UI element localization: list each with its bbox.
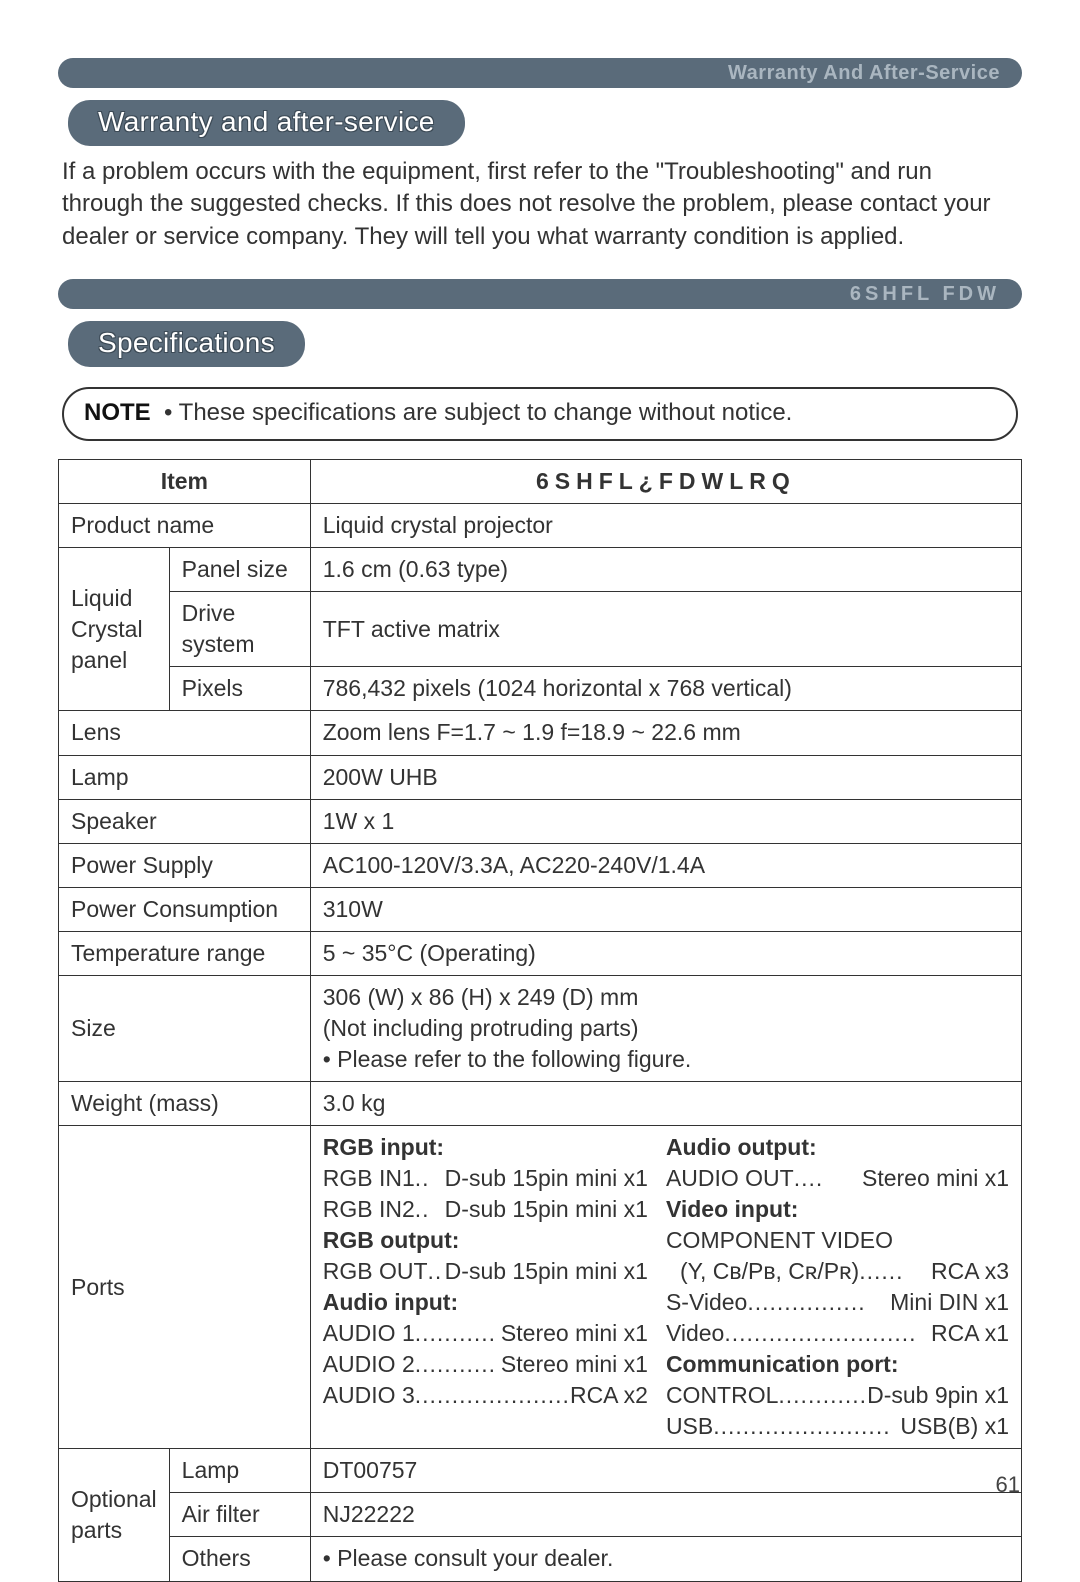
cell-value-ports: RGB input: RGB IN1..D-sub 15pin mini x1 … [310, 1125, 1021, 1448]
port-line: S-Video ................Mini DIN x1 [666, 1287, 1009, 1318]
section-banner-specs: 6SHFL FDW [58, 279, 1022, 309]
ports-heading: Video input: [666, 1194, 1009, 1225]
ports-heading: Audio output: [666, 1132, 1009, 1163]
cell-label: Weight (mass) [59, 1081, 311, 1125]
size-line1: 306 (W) x 86 (H) x 249 (D) mm [323, 984, 639, 1010]
cell-value: 3.0 kg [310, 1081, 1021, 1125]
port-line: AUDIO 2...........Stereo mini x1 [323, 1349, 648, 1380]
ports-heading: Audio input: [323, 1287, 648, 1318]
port-line: COMPONENT VIDEO [666, 1225, 1009, 1256]
banner-text: Warranty And After-Service [728, 62, 1000, 85]
port-line: CONTROL............D-sub 9pin x1 [666, 1380, 1009, 1411]
cell-value: 786,432 pixels (1024 horizontal x 768 ve… [310, 667, 1021, 711]
cell-label: Power Consumption [59, 887, 311, 931]
heading-warranty: Warranty and after-service [68, 100, 465, 146]
size-line3: • Please refer to the following figure. [323, 1046, 692, 1072]
cell-group-label: Liquid Crystal panel [59, 548, 170, 711]
ports-heading: RGB output: [323, 1225, 648, 1256]
warranty-paragraph: If a problem occurs with the equipment, … [62, 156, 1018, 253]
table-row: Liquid Crystal panel Panel size 1.6 cm (… [59, 548, 1022, 592]
table-row: Speaker 1W x 1 [59, 799, 1022, 843]
specs-table: Item 6SHFL¿FDWLRQ Product name Liquid cr… [58, 459, 1022, 1581]
cell-label: Others [169, 1537, 310, 1581]
port-line: AUDIO 3.....................RCA x2 [323, 1380, 648, 1411]
port-line: AUDIO OUT ....Stereo mini x1 [666, 1163, 1009, 1194]
size-line2: (Not including protruding parts) [323, 1015, 639, 1041]
ports-heading: Communication port: [666, 1349, 1009, 1380]
note-bullet: • [164, 399, 172, 426]
cell-value: 1W x 1 [310, 799, 1021, 843]
port-line: (Y, Cʙ/Pʙ, Cʀ/Pʀ)......RCA x3 [666, 1256, 1009, 1287]
cell-label: Lamp [169, 1449, 310, 1493]
table-row: Weight (mass) 3.0 kg [59, 1081, 1022, 1125]
note-box: NOTE • These specifications are subject … [62, 387, 1018, 441]
heading-wrap-specs: Specifications [68, 321, 1022, 367]
port-line: USB........................USB(B) x1 [666, 1411, 1009, 1442]
cell-label: Drive system [169, 592, 310, 667]
cell-label: Temperature range [59, 931, 311, 975]
table-row: Drive system TFT active matrix [59, 592, 1022, 667]
cell-label: Size [59, 975, 311, 1081]
cell-value: TFT active matrix [310, 592, 1021, 667]
cell-label: Pixels [169, 667, 310, 711]
table-row: Power Supply AC100-120V/3.3A, AC220-240V… [59, 843, 1022, 887]
cell-value: Liquid crystal projector [310, 504, 1021, 548]
cell-label: Power Supply [59, 843, 311, 887]
table-row: Optional parts Lamp DT00757 [59, 1449, 1022, 1493]
table-row: Product name Liquid crystal projector [59, 504, 1022, 548]
cell-label: Panel size [169, 548, 310, 592]
table-row: Power Consumption 310W [59, 887, 1022, 931]
port-line: RGB IN2..D-sub 15pin mini x1 [323, 1194, 648, 1225]
note-label: NOTE [84, 399, 151, 426]
table-row: Lens Zoom lens F=1.7 ~ 1.9 f=18.9 ~ 22.6… [59, 711, 1022, 755]
table-row: Temperature range 5 ~ 35°C (Operating) [59, 931, 1022, 975]
cell-value: • Please consult your dealer. [310, 1537, 1021, 1581]
table-header-row: Item 6SHFL¿FDWLRQ [59, 460, 1022, 504]
banner2-text: 6SHFL FDW [850, 283, 1000, 306]
cell-label: Product name [59, 504, 311, 548]
table-row: Air filter NJ22222 [59, 1493, 1022, 1537]
cell-value: 1.6 cm (0.63 type) [310, 548, 1021, 592]
cell-value: Zoom lens F=1.7 ~ 1.9 f=18.9 ~ 22.6 mm [310, 711, 1021, 755]
cell-value: AC100-120V/3.3A, AC220-240V/1.4A [310, 843, 1021, 887]
heading-wrap-warranty: Warranty and after-service [68, 100, 1022, 146]
port-line: Video ..........................RCA x1 [666, 1318, 1009, 1349]
cell-value: 200W UHB [310, 755, 1021, 799]
cell-value: 5 ~ 35°C (Operating) [310, 931, 1021, 975]
ports-right-column: Audio output: AUDIO OUT ....Stereo mini … [666, 1132, 1009, 1442]
cell-value: 306 (W) x 86 (H) x 249 (D) mm (Not inclu… [310, 975, 1021, 1081]
cell-value: DT00757 [310, 1449, 1021, 1493]
cell-group-label: Optional parts [59, 1449, 170, 1581]
port-line: AUDIO 1...........Stereo mini x1 [323, 1318, 648, 1349]
note-text: These specifications are subject to chan… [179, 399, 793, 426]
ports-left-column: RGB input: RGB IN1..D-sub 15pin mini x1 … [323, 1132, 648, 1442]
table-row: Pixels 786,432 pixels (1024 horizontal x… [59, 667, 1022, 711]
cell-value: NJ22222 [310, 1493, 1021, 1537]
table-row: Ports RGB input: RGB IN1..D-sub 15pin mi… [59, 1125, 1022, 1448]
table-row: Lamp 200W UHB [59, 755, 1022, 799]
cell-label: Ports [59, 1125, 311, 1448]
header-item: Item [59, 460, 311, 504]
heading-specs: Specifications [68, 321, 305, 367]
cell-label: Speaker [59, 799, 311, 843]
table-row: Size 306 (W) x 86 (H) x 249 (D) mm (Not … [59, 975, 1022, 1081]
cell-value: 310W [310, 887, 1021, 931]
ports-heading: RGB input: [323, 1132, 648, 1163]
page-number: 61 [996, 1472, 1020, 1498]
section-banner-warranty: Warranty And After-Service [58, 58, 1022, 88]
cell-label: Air filter [169, 1493, 310, 1537]
header-spec: 6SHFL¿FDWLRQ [310, 460, 1021, 504]
cell-label: Lens [59, 711, 311, 755]
cell-label: Lamp [59, 755, 311, 799]
port-line: RGB IN1..D-sub 15pin mini x1 [323, 1163, 648, 1194]
table-row: Others • Please consult your dealer. [59, 1537, 1022, 1581]
port-line: RGB OUT..D-sub 15pin mini x1 [323, 1256, 648, 1287]
